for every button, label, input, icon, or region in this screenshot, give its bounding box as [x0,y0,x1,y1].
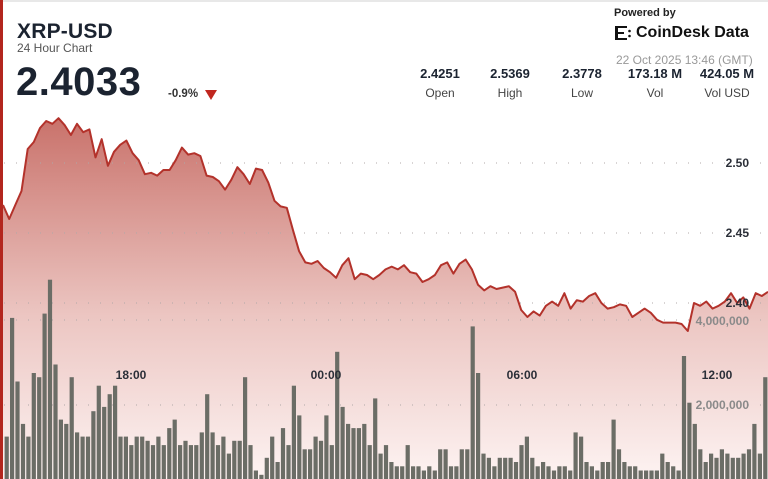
stat-vol-usd: 424.05 M Vol USD [690,66,764,100]
stat-high: 2.5369 High [475,66,545,100]
stat-label: Low [570,86,593,100]
price-area-fill [3,118,768,479]
down-arrow-icon [205,90,217,100]
stat-label: Vol [646,86,664,100]
timestamp: 22 Oct 2025 13:46 (GMT) [616,53,753,67]
svg-text:2.40: 2.40 [726,296,750,310]
stat-label: High [497,86,523,100]
coindesk-logo-icon [615,26,631,40]
stat-label: Open [425,86,455,100]
stat-value: 173.18 M [627,66,683,81]
chart-subtitle: 24 Hour Chart [17,41,93,55]
svg-text:06:00: 06:00 [507,368,538,382]
stat-value: 2.4251 [420,66,460,81]
symbol-title: XRP-USD [17,20,113,43]
svg-text:12:00: 12:00 [702,368,733,382]
price-change: -0.9% [168,88,199,100]
brand-logo: CoinDesk Data [614,24,749,42]
top-border [0,0,768,2]
stat-vol: 173.18 M Vol [619,66,691,100]
stat-label: Vol USD [704,86,750,100]
brand-name: CoinDesk Data [636,24,749,41]
stat-value: 2.3778 [562,66,602,81]
accent-bar [0,0,3,479]
stat-low: 2.3778 Low [547,66,617,100]
stat-value: 2.5369 [490,66,530,81]
price-line [2,117,768,332]
gridlines [4,162,768,406]
svg-text:4,000,000: 4,000,000 [696,314,750,328]
svg-text:00:00: 00:00 [311,368,342,382]
svg-text:18:00: 18:00 [116,368,147,382]
powered-by-label: Powered by [614,7,676,19]
volume-bars [4,279,768,479]
svg-text:2.50: 2.50 [726,156,750,170]
stat-open: 2.4251 Open [405,66,475,100]
svg-text:2.45: 2.45 [726,226,750,240]
axis-labels: 18:00 00:00 06:00 12:00 2.50 2.45 2.40 4,000,00… [116,156,750,412]
stat-value: 424.05 M [699,66,755,81]
current-price: 2.4033 [16,60,142,104]
svg-text:2,000,000: 2,000,000 [696,398,750,412]
